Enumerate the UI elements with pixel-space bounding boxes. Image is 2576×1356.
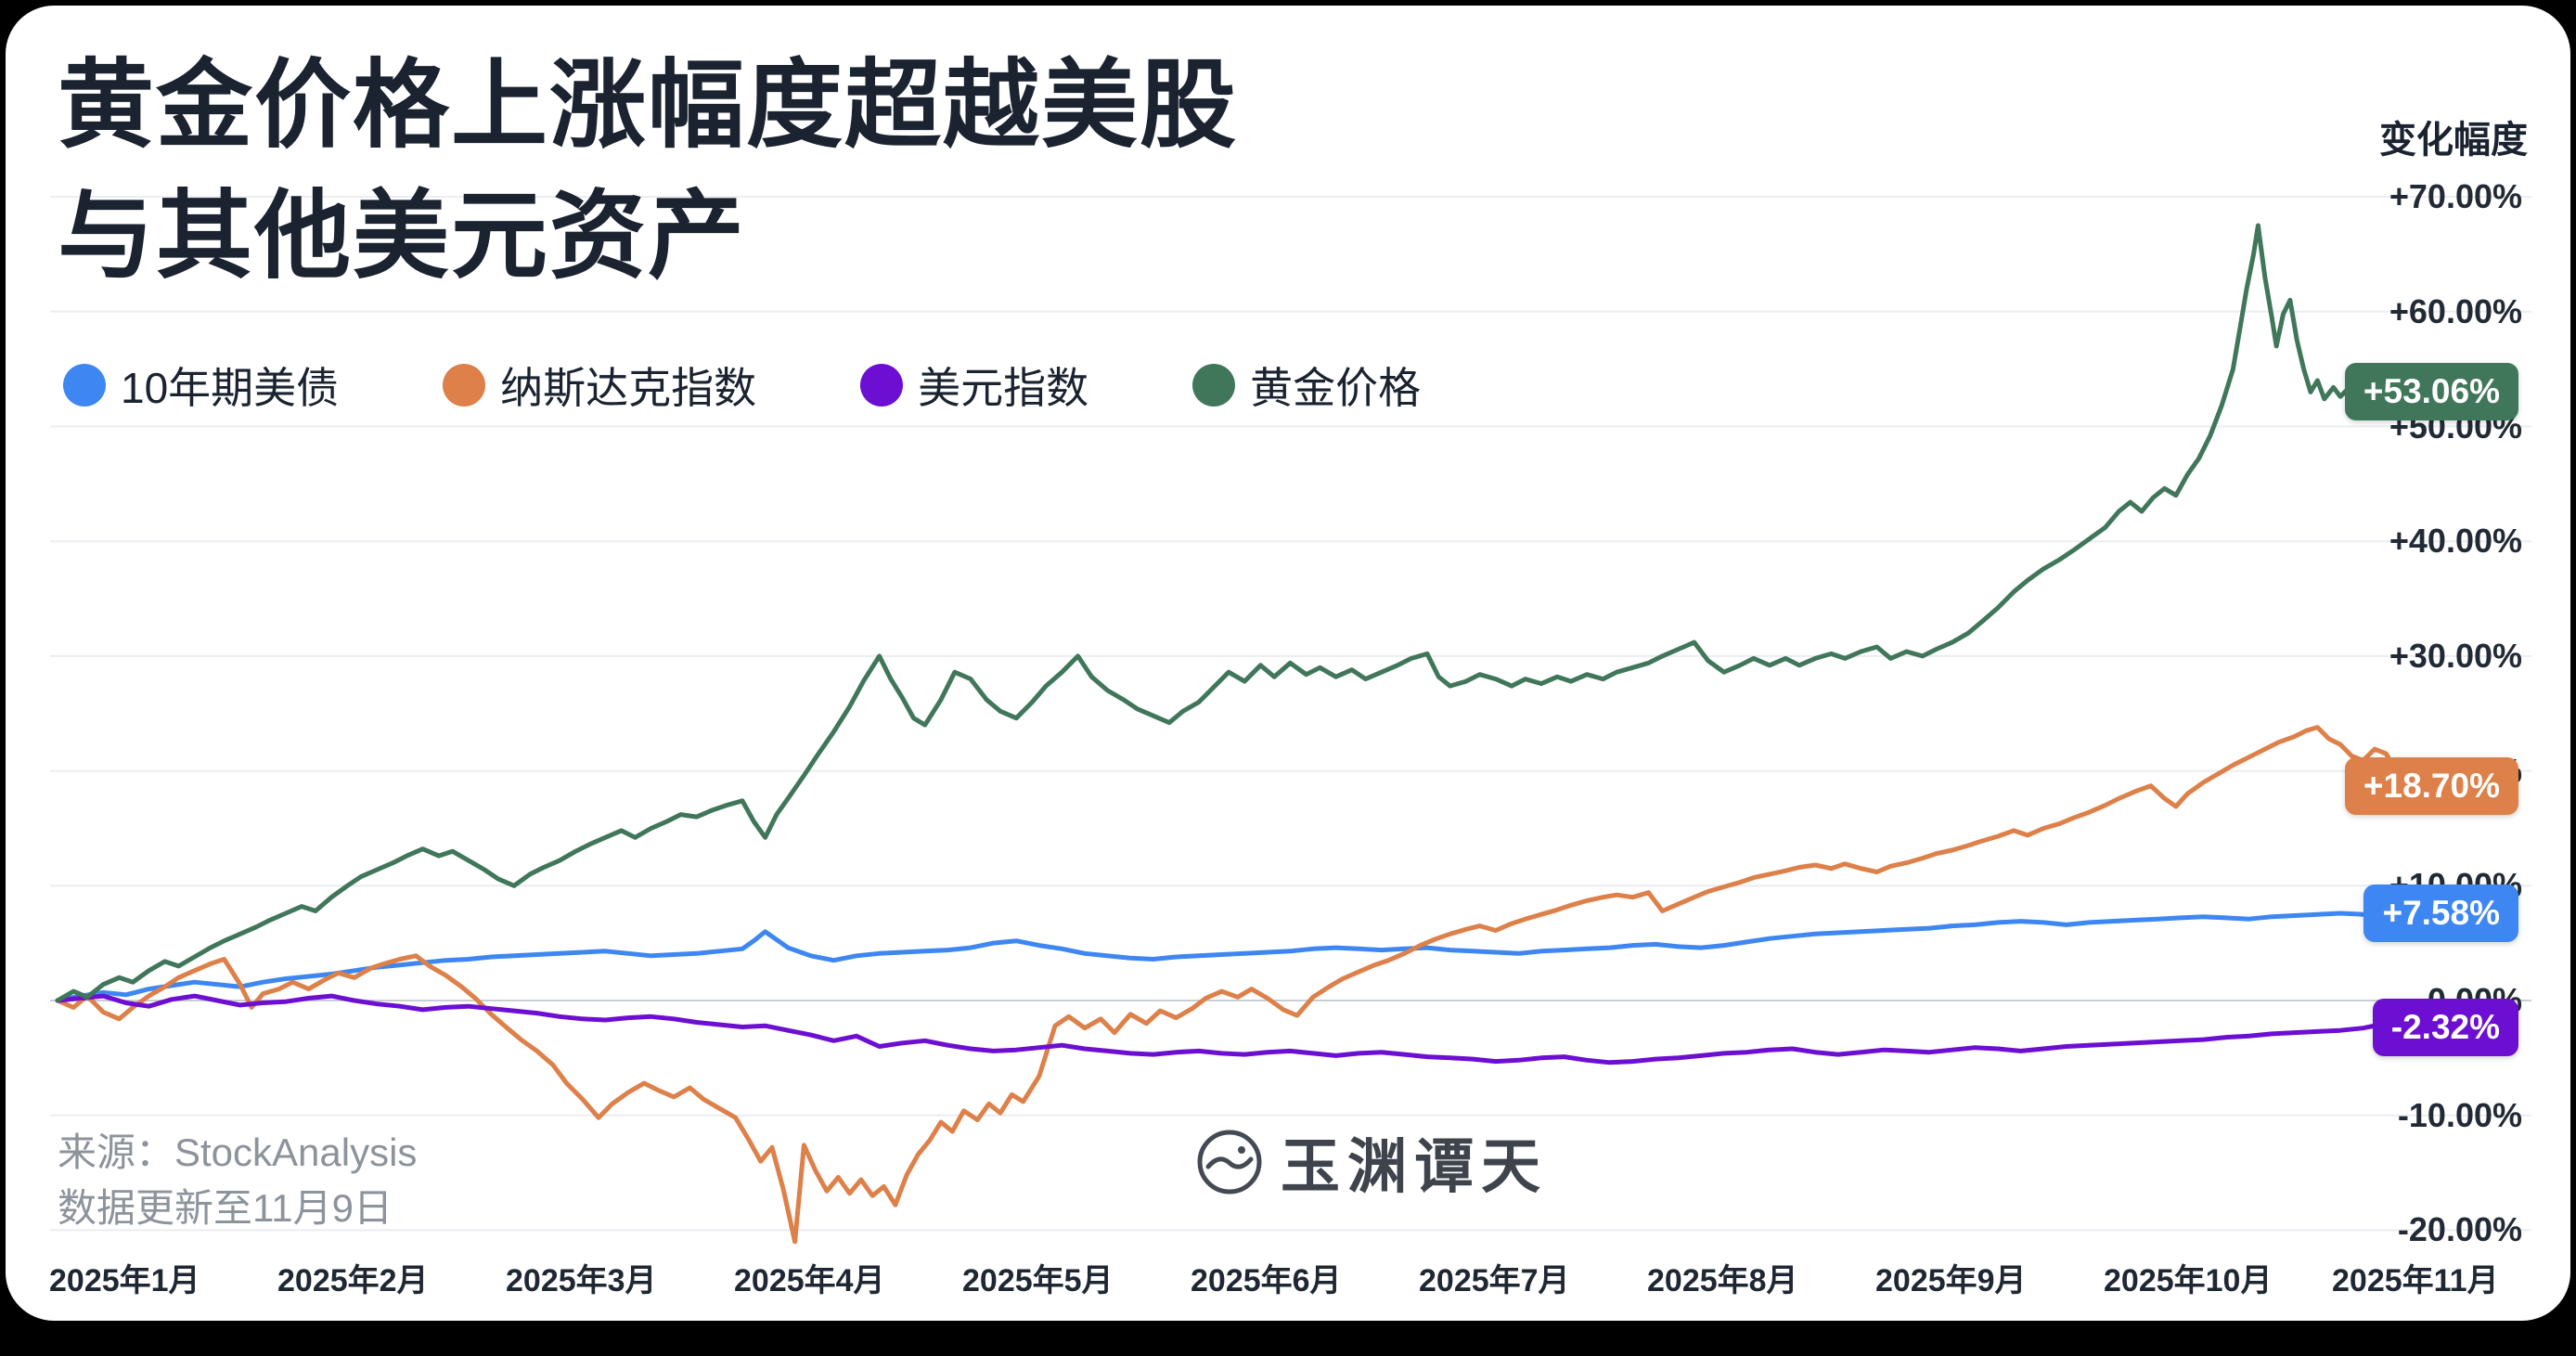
data-updated-line: 数据更新至11月9日	[58, 1185, 393, 1230]
y-axis-title: 变化幅度	[2379, 120, 2528, 161]
legend-label-gold: 黄金价格	[1250, 364, 1422, 412]
source-line: 来源：StockAnalysis	[58, 1130, 418, 1174]
title-line-1: 黄金价格上涨幅度超越美股	[58, 52, 1239, 160]
legend-item-gold: 黄金价格	[1192, 355, 1421, 416]
legend-label-nasdaq: 纳斯达克指数	[500, 364, 757, 412]
watermark-text: 玉渊谭天	[1281, 1132, 1548, 1202]
legend-item-nasdaq: 纳斯达克指数	[443, 355, 756, 416]
source-note: 来源：StockAnalysis 数据更新至11月9日	[58, 1125, 417, 1235]
legend-item-usd-index: 美元指数	[860, 355, 1088, 416]
legend-item-treasury10y: 10年期美债	[63, 355, 339, 416]
watermark-logo-icon	[1197, 1130, 1262, 1195]
title-line-2: 与其他美元资产	[58, 183, 747, 291]
legend-dot-treasury10y	[63, 364, 106, 407]
legend-label-treasury10y: 10年期美债	[121, 364, 340, 412]
chart-legend: 10年期美债 纳斯达克指数 美元指数 黄金价格	[63, 355, 1421, 416]
legend-dot-nasdaq	[443, 364, 486, 407]
legend-dot-gold	[1192, 364, 1236, 407]
watermark: 玉渊谭天	[1195, 1119, 1548, 1205]
legend-dot-usd-index	[860, 364, 904, 407]
page-title: 黄金价格上涨幅度超越美股 与其他美元资产	[58, 41, 1238, 303]
legend-label-usd-index: 美元指数	[918, 364, 1089, 412]
